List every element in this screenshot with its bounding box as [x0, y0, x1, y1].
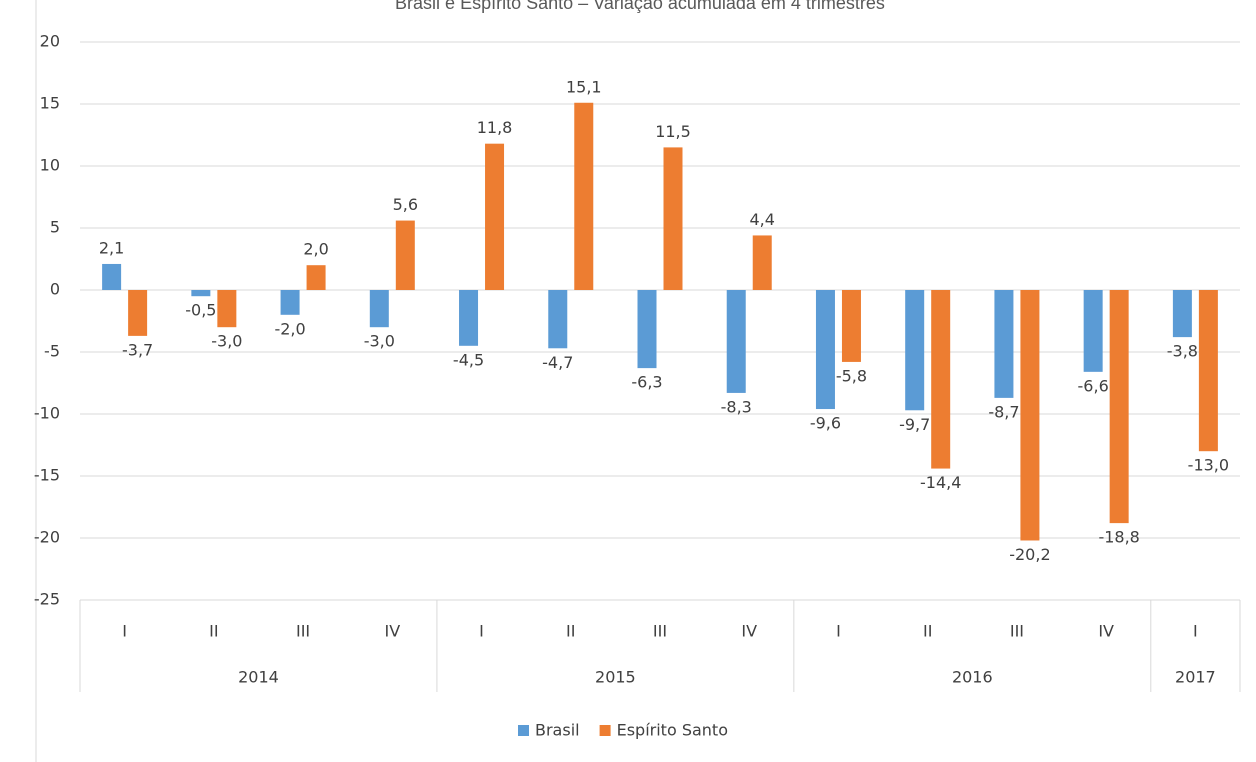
bar: [752, 235, 772, 290]
bar: [548, 290, 568, 349]
x-tick-label: IV: [1098, 622, 1114, 641]
value-label: -6,6: [1078, 376, 1109, 395]
bar: [994, 290, 1014, 398]
bar: [1083, 290, 1103, 372]
value-label: -20,2: [1009, 545, 1050, 564]
y-tick-label: 20: [40, 32, 60, 51]
y-tick-label: 15: [40, 94, 60, 113]
value-label: 11,5: [655, 122, 691, 141]
y-tick-label: 0: [50, 280, 60, 299]
chart-title: Brasil e Espírito Santo – Variação acumu…: [395, 0, 885, 13]
x-tick-label: II: [566, 622, 575, 641]
value-label: 2,0: [303, 240, 328, 259]
bar: [1109, 290, 1129, 524]
bar: [574, 102, 594, 290]
value-label: -14,4: [920, 473, 961, 492]
x-tick-label: I: [836, 622, 841, 641]
y-tick-label: 5: [50, 218, 60, 237]
value-label: -2,0: [274, 319, 305, 338]
value-label: 2,1: [99, 238, 124, 257]
x-tick-label: III: [1010, 622, 1024, 641]
chart-frame: [35, 0, 1256, 762]
value-label: -6,3: [631, 373, 662, 392]
value-label: -3,7: [122, 340, 153, 359]
bar: [395, 220, 415, 290]
bar: [905, 290, 925, 411]
bar: [841, 290, 861, 362]
value-label: 15,1: [566, 77, 602, 96]
y-tick-label: -10: [34, 404, 60, 423]
bar: [280, 290, 300, 315]
bar: [663, 147, 683, 290]
bar: [1198, 290, 1218, 452]
x-tick-label: II: [209, 622, 218, 641]
y-tick-label: -5: [44, 342, 60, 361]
value-label: -8,3: [721, 397, 752, 416]
bar: [102, 263, 122, 290]
x-tick-label: II: [923, 622, 932, 641]
x-tick-label: I: [479, 622, 484, 641]
value-label: -5,8: [836, 366, 867, 385]
value-label: -9,7: [899, 415, 930, 434]
value-label: -13,0: [1188, 456, 1229, 475]
x-tick-label: I: [122, 622, 127, 641]
value-label: -0,5: [185, 301, 216, 320]
group-label: 2014: [238, 668, 279, 687]
value-label: 11,8: [477, 118, 513, 137]
legend-swatch: [599, 725, 611, 736]
value-label: -3,0: [211, 332, 242, 351]
bar: [191, 290, 211, 297]
bar: [217, 290, 237, 328]
bar: [1172, 290, 1192, 338]
value-label: 4,4: [750, 210, 775, 229]
legend-label: Brasil: [535, 721, 580, 740]
y-tick-label: -25: [34, 590, 60, 609]
x-tick-label: IV: [384, 622, 400, 641]
group-label: 2016: [952, 668, 993, 687]
value-label: -4,7: [542, 353, 573, 372]
value-label: -18,8: [1098, 528, 1139, 547]
value-label: -3,8: [1167, 342, 1198, 361]
legend-label: Espírito Santo: [617, 721, 728, 740]
y-tick-label: -15: [34, 466, 60, 485]
legend-swatch: [518, 725, 529, 736]
group-label: 2017: [1175, 668, 1216, 687]
bar: [815, 290, 835, 410]
value-label: 5,6: [393, 195, 418, 214]
bar: [726, 290, 746, 393]
bar: [637, 290, 657, 369]
bar: [306, 265, 326, 290]
group-label: 2015: [595, 668, 636, 687]
x-tick-label: I: [1193, 622, 1198, 641]
bar: [369, 290, 389, 328]
x-tick-label: IV: [741, 622, 757, 641]
y-tick-label: -20: [34, 528, 60, 547]
value-label: -9,6: [810, 414, 841, 433]
bar: [1020, 290, 1040, 541]
value-label: -3,0: [364, 332, 395, 351]
y-tick-label: 10: [40, 156, 60, 175]
bar: [931, 290, 951, 469]
value-label: -4,5: [453, 350, 484, 369]
bar: [485, 143, 505, 290]
x-tick-label: III: [296, 622, 310, 641]
bar: [459, 290, 479, 346]
x-tick-label: III: [653, 622, 667, 641]
value-label: -8,7: [988, 402, 1019, 421]
bar: [128, 290, 148, 336]
